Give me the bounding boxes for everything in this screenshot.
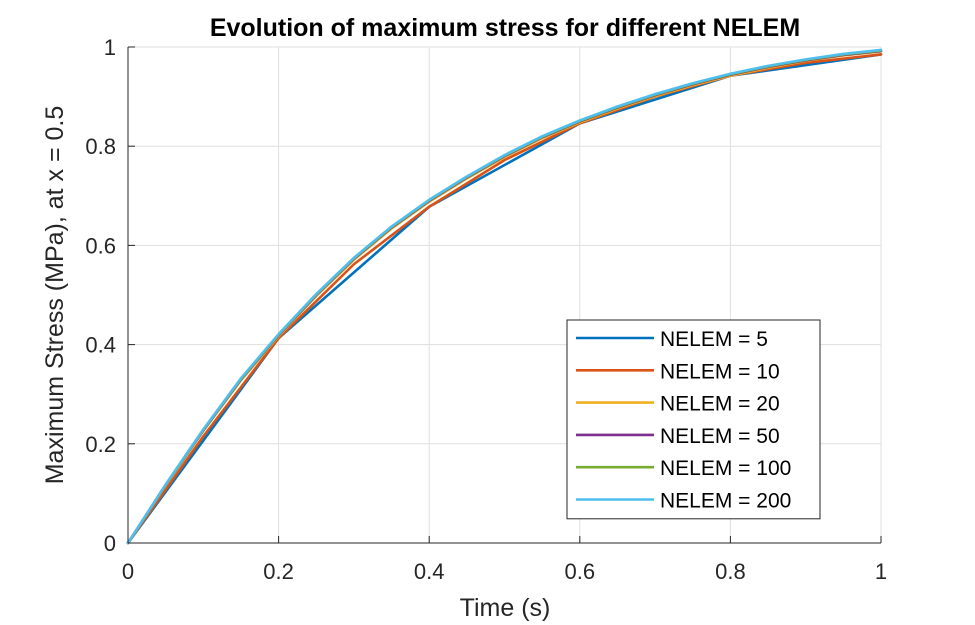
ticks: 0 0.2 0.4 0.6 0.8 1 0 0.2 0.4 0.6 0.8 1 bbox=[85, 35, 887, 584]
y-tick-label: 0.2 bbox=[85, 432, 116, 457]
legend-label: NELEM = 200 bbox=[660, 490, 791, 513]
y-tick-label: 1 bbox=[104, 35, 116, 60]
legend-label: NELEM = 5 bbox=[660, 328, 768, 351]
legend-label: NELEM = 10 bbox=[660, 360, 780, 383]
y-tick-label: 0.4 bbox=[85, 333, 116, 358]
axes bbox=[127, 47, 881, 544]
legend-label: NELEM = 50 bbox=[660, 425, 780, 448]
x-tick-label: 0.6 bbox=[565, 559, 596, 584]
chart-title: Evolution of maximum stress for differen… bbox=[210, 14, 800, 42]
x-axis-label: Time (s) bbox=[460, 594, 551, 622]
x-tick-label: 0.2 bbox=[263, 559, 294, 584]
y-tick-label: 0 bbox=[104, 531, 116, 556]
legend-label: NELEM = 20 bbox=[660, 393, 780, 416]
x-tick-label: 0.8 bbox=[715, 559, 746, 584]
y-tick-label: 0.8 bbox=[85, 134, 116, 159]
legend-label: NELEM = 100 bbox=[660, 457, 791, 480]
series-lines bbox=[126, 48, 883, 545]
y-axis-label: Maximum Stress (MPa), at x = 0.5 bbox=[41, 106, 69, 485]
x-tick-label: 0 bbox=[122, 559, 134, 584]
x-tick-label: 0.4 bbox=[414, 559, 445, 584]
legend-box bbox=[566, 319, 821, 520]
series-line-5 bbox=[126, 48, 883, 545]
legend: NELEM = 5 NELEM = 10 NELEM = 20 NELEM = 50 N… bbox=[566, 319, 821, 520]
x-tick-label: 1 bbox=[875, 559, 887, 584]
y-tick-label: 0.6 bbox=[85, 233, 116, 258]
